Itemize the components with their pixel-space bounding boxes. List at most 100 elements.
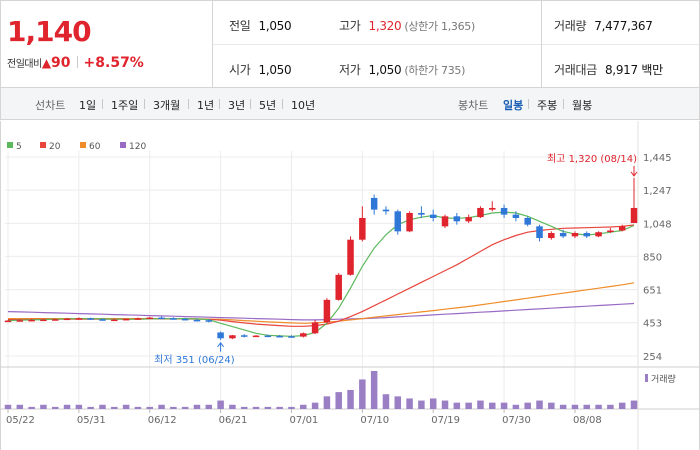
legend-label-5: 5 [16, 142, 22, 152]
volume-bar [512, 404, 520, 409]
change-separator [76, 56, 78, 68]
line-chart-label: 선차트 [35, 99, 66, 112]
volume-bar [524, 402, 531, 409]
candle-body [4, 320, 12, 323]
ma120-line [7, 302, 635, 321]
volume-bar [477, 400, 484, 409]
legend-swatch-5 [7, 142, 13, 148]
candle-body [99, 319, 106, 321]
candle-body [548, 233, 555, 239]
volume-bar [406, 398, 413, 409]
candle-body [559, 233, 567, 237]
tab-1d[interactable]: 1일 [79, 99, 97, 112]
candle-body [181, 318, 189, 321]
volume-bar [571, 404, 579, 409]
tab-3m[interactable]: 3개월 [153, 99, 181, 112]
tab-5y[interactable]: 5년 [259, 99, 277, 112]
high-value: 1,320 [368, 19, 402, 33]
y-tick-label: 254 [643, 352, 662, 363]
ma20-line [8, 224, 635, 327]
candle-chart-label: 봉차트 [458, 99, 489, 112]
volume-bar [122, 404, 130, 409]
volume-bar [382, 394, 390, 409]
candle-body [429, 214, 437, 218]
tab-separator [250, 99, 251, 109]
tab-1y[interactable]: 1년 [197, 99, 215, 112]
price-box: 1,140 전일대비▲90 +8.57% [1, 1, 213, 87]
volume-cell: 거래량 7,477,367 [554, 17, 653, 34]
tab-10y[interactable]: 10년 [291, 99, 316, 112]
volume-label: 거래량 [554, 19, 587, 33]
amount-value: 8,917 백만 [604, 63, 663, 77]
open-label: 시가 [229, 63, 251, 77]
tab-monthly[interactable]: 월봉 [572, 99, 593, 112]
candle-body [500, 207, 508, 215]
candle-body [63, 318, 71, 321]
volume-bar [63, 404, 71, 409]
volume-bar [465, 402, 472, 409]
candle-body [75, 318, 83, 320]
candle-body [394, 211, 402, 232]
volume-bar [217, 400, 224, 409]
candle-body [465, 217, 472, 222]
volume-bar [607, 404, 614, 409]
x-tick-label: 05/31 [77, 415, 106, 426]
x-tick-label: 06/21 [219, 415, 248, 426]
x-tick-label: 07/30 [502, 415, 531, 426]
tab-3y[interactable]: 3년 [228, 99, 246, 112]
volume-bar [75, 404, 83, 409]
candle-body [40, 319, 47, 322]
candle-body [122, 318, 130, 321]
tab-separator [102, 99, 103, 109]
candle-body [618, 226, 626, 231]
lower-limit: (하한가 735) [404, 64, 466, 77]
up-triangle-icon: ▲ [41, 56, 52, 70]
stock-chart: 5 20 60 120 1,445 1,247 1,048 850 651 453 254 거래량 05… [0, 121, 700, 450]
prev-close-cell: 전일 1,050 [229, 17, 292, 34]
period-tabs: 선차트 1일 1주일 3개월 1년 3년 5년 10년 봉차트 일봉 주봉 월봉 [0, 88, 700, 120]
volume-bar [288, 406, 295, 409]
tab-separator [528, 99, 529, 109]
ma60-line [8, 282, 635, 324]
volume-bar [205, 404, 213, 409]
candle-body [489, 207, 496, 210]
tab-separator [282, 99, 283, 109]
upper-limit: (상한가 1,365) [404, 20, 475, 33]
candle-body [607, 230, 614, 233]
volume-bar [347, 390, 354, 409]
candle-body [418, 212, 425, 215]
volume-legend-label: 거래량 [651, 373, 676, 385]
tab-weekly[interactable]: 주봉 [537, 99, 558, 112]
y-tick-label: 651 [643, 286, 662, 297]
tab-1w[interactable]: 1주일 [111, 99, 139, 112]
volume-bar [559, 404, 567, 409]
candle-body [87, 318, 94, 320]
high-label: 고가 [339, 19, 361, 33]
candle-body [300, 333, 307, 337]
volume-bar [370, 371, 378, 409]
volume-bar [134, 406, 142, 409]
candle-body [453, 216, 461, 222]
candle-body [276, 335, 283, 338]
volume-bar [595, 404, 602, 409]
candle-body [264, 335, 272, 338]
tab-daily[interactable]: 일봉 [503, 99, 524, 112]
change-row: 전일대비▲90 +8.57% [7, 55, 144, 71]
change-amount: 90 [51, 55, 71, 71]
volume-bar [429, 398, 437, 409]
candle-body [524, 217, 531, 225]
volume-bar [618, 402, 626, 409]
legend-label-60: 60 [89, 142, 101, 152]
ma5-line [7, 211, 635, 337]
high-annotation: 최고 1,320 (08/14) [547, 153, 637, 165]
volume-bar [229, 404, 236, 409]
legend-swatch-20 [40, 142, 46, 148]
candle-body [240, 335, 248, 337]
volume-bar [311, 402, 319, 409]
low-annotation: 최저 351 (06/24) [154, 354, 235, 366]
volume-bar [40, 404, 47, 409]
candle-body [370, 197, 378, 210]
amount-label: 거래대금 [554, 63, 597, 77]
y-tick-label: 850 [643, 252, 662, 263]
candle-body [193, 319, 201, 322]
